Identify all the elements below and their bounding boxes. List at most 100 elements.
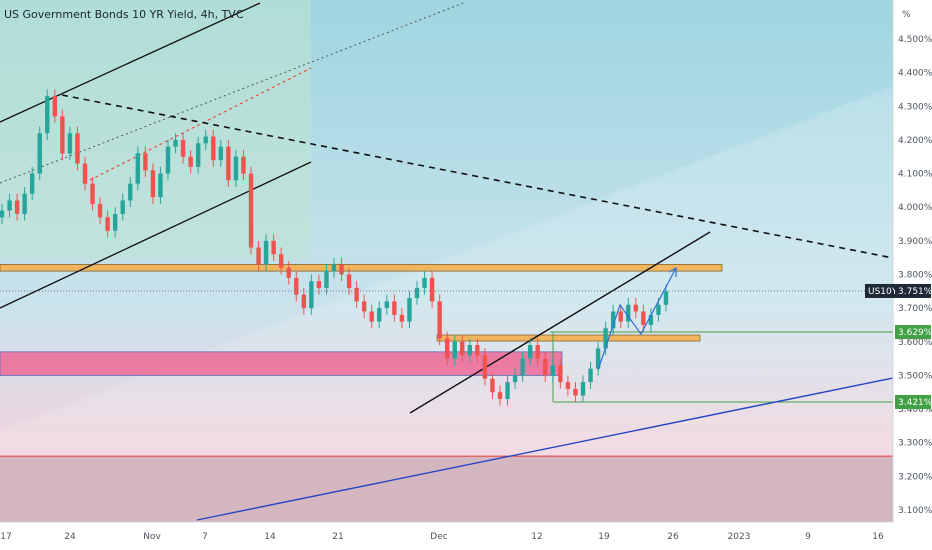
x-tick-label: 2023 <box>728 532 751 542</box>
candle <box>233 150 239 188</box>
candle-body <box>29 173 35 194</box>
candle-body <box>648 314 654 325</box>
candle <box>173 133 178 154</box>
candle-body <box>429 277 435 302</box>
candle-body <box>475 345 480 356</box>
candle <box>135 146 141 191</box>
candle-body <box>573 388 578 396</box>
candle-body <box>37 133 42 174</box>
candle-body <box>45 96 50 134</box>
candle-body <box>641 311 646 325</box>
candle-body <box>241 156 246 174</box>
candle <box>573 382 578 403</box>
candle-body <box>248 173 254 248</box>
candle <box>7 193 12 218</box>
candle-body <box>422 277 427 288</box>
candle-body <box>218 146 224 161</box>
candle-body <box>595 348 601 369</box>
candle-body <box>497 392 503 399</box>
candle-body <box>550 365 556 376</box>
price-badge-text: 3.629% <box>898 328 932 338</box>
candle-body <box>203 136 208 144</box>
candle-body <box>663 291 669 305</box>
candle-body <box>120 200 125 214</box>
candle <box>429 271 435 309</box>
candle <box>543 351 548 383</box>
candle <box>535 338 540 366</box>
candle <box>467 338 473 362</box>
candle <box>188 150 193 174</box>
x-tick-label: 24 <box>64 532 76 542</box>
current-price-box <box>895 283 931 298</box>
candle <box>490 372 495 399</box>
candle <box>460 335 465 362</box>
candle <box>505 375 510 406</box>
candle <box>22 187 27 221</box>
candle-body <box>112 213 118 231</box>
candle <box>120 193 125 221</box>
x-tick-label: 17 <box>0 532 11 542</box>
support-zone <box>0 351 563 376</box>
price-badge-box <box>895 325 931 340</box>
candle <box>316 274 322 295</box>
candle-body <box>75 133 80 164</box>
y-tick-label: 4.000% <box>898 203 932 213</box>
candle-body <box>444 338 450 359</box>
candle <box>203 129 208 151</box>
candle-body <box>143 153 148 171</box>
candle-body <box>610 311 616 329</box>
rising-trendline <box>409 231 711 414</box>
candle-body <box>90 183 95 204</box>
x-tick-label: 21 <box>332 532 343 542</box>
candle-body <box>60 116 65 154</box>
candle-body <box>520 358 525 376</box>
candle-body <box>173 139 178 147</box>
channel-red-dashed-line <box>89 67 312 181</box>
y-tick-label: 4.500% <box>898 35 932 45</box>
candle <box>626 298 631 329</box>
candle-body <box>195 143 201 167</box>
candle-body <box>135 153 141 184</box>
candle-body <box>331 264 337 272</box>
chart-title: US Government Bonds 10 YR Yield, 4h, TVC <box>4 8 244 21</box>
candle <box>97 197 103 225</box>
candle <box>158 166 163 204</box>
y-tick-label: 3.400% <box>898 405 932 415</box>
y-tick-label: 3.100% <box>898 506 932 516</box>
y-tick-label: 3.700% <box>898 304 932 314</box>
candle <box>14 193 20 221</box>
candle-body <box>158 173 163 198</box>
candle <box>0 203 5 225</box>
candle-body <box>339 264 344 275</box>
candle <box>37 126 42 181</box>
candle-body <box>165 146 171 174</box>
x-tick-label: 9 <box>805 532 811 542</box>
candle <box>301 287 307 315</box>
candle <box>361 294 367 319</box>
support-zone <box>0 263 723 272</box>
symbol-badge-text: US10Y <box>868 287 898 297</box>
candle <box>278 247 284 275</box>
candle <box>256 240 261 272</box>
candle <box>150 163 156 204</box>
projection-path <box>597 267 677 371</box>
candle <box>180 133 186 164</box>
candle <box>369 304 374 329</box>
y-tick-label: 4.300% <box>898 102 932 112</box>
candle-body <box>271 240 276 255</box>
x-tick-label: Nov <box>143 532 161 542</box>
candle-body <box>361 301 367 312</box>
candle-body <box>324 271 329 288</box>
candle-body <box>535 345 540 359</box>
candle-body <box>407 298 412 322</box>
candle <box>45 89 50 140</box>
price-level-badge: 3.421% <box>895 394 932 409</box>
candle <box>550 358 556 383</box>
candle <box>527 338 533 366</box>
y-axis-unit: % <box>902 10 911 20</box>
candle <box>294 271 299 302</box>
candle-body <box>128 183 133 201</box>
candle-body <box>82 163 88 184</box>
